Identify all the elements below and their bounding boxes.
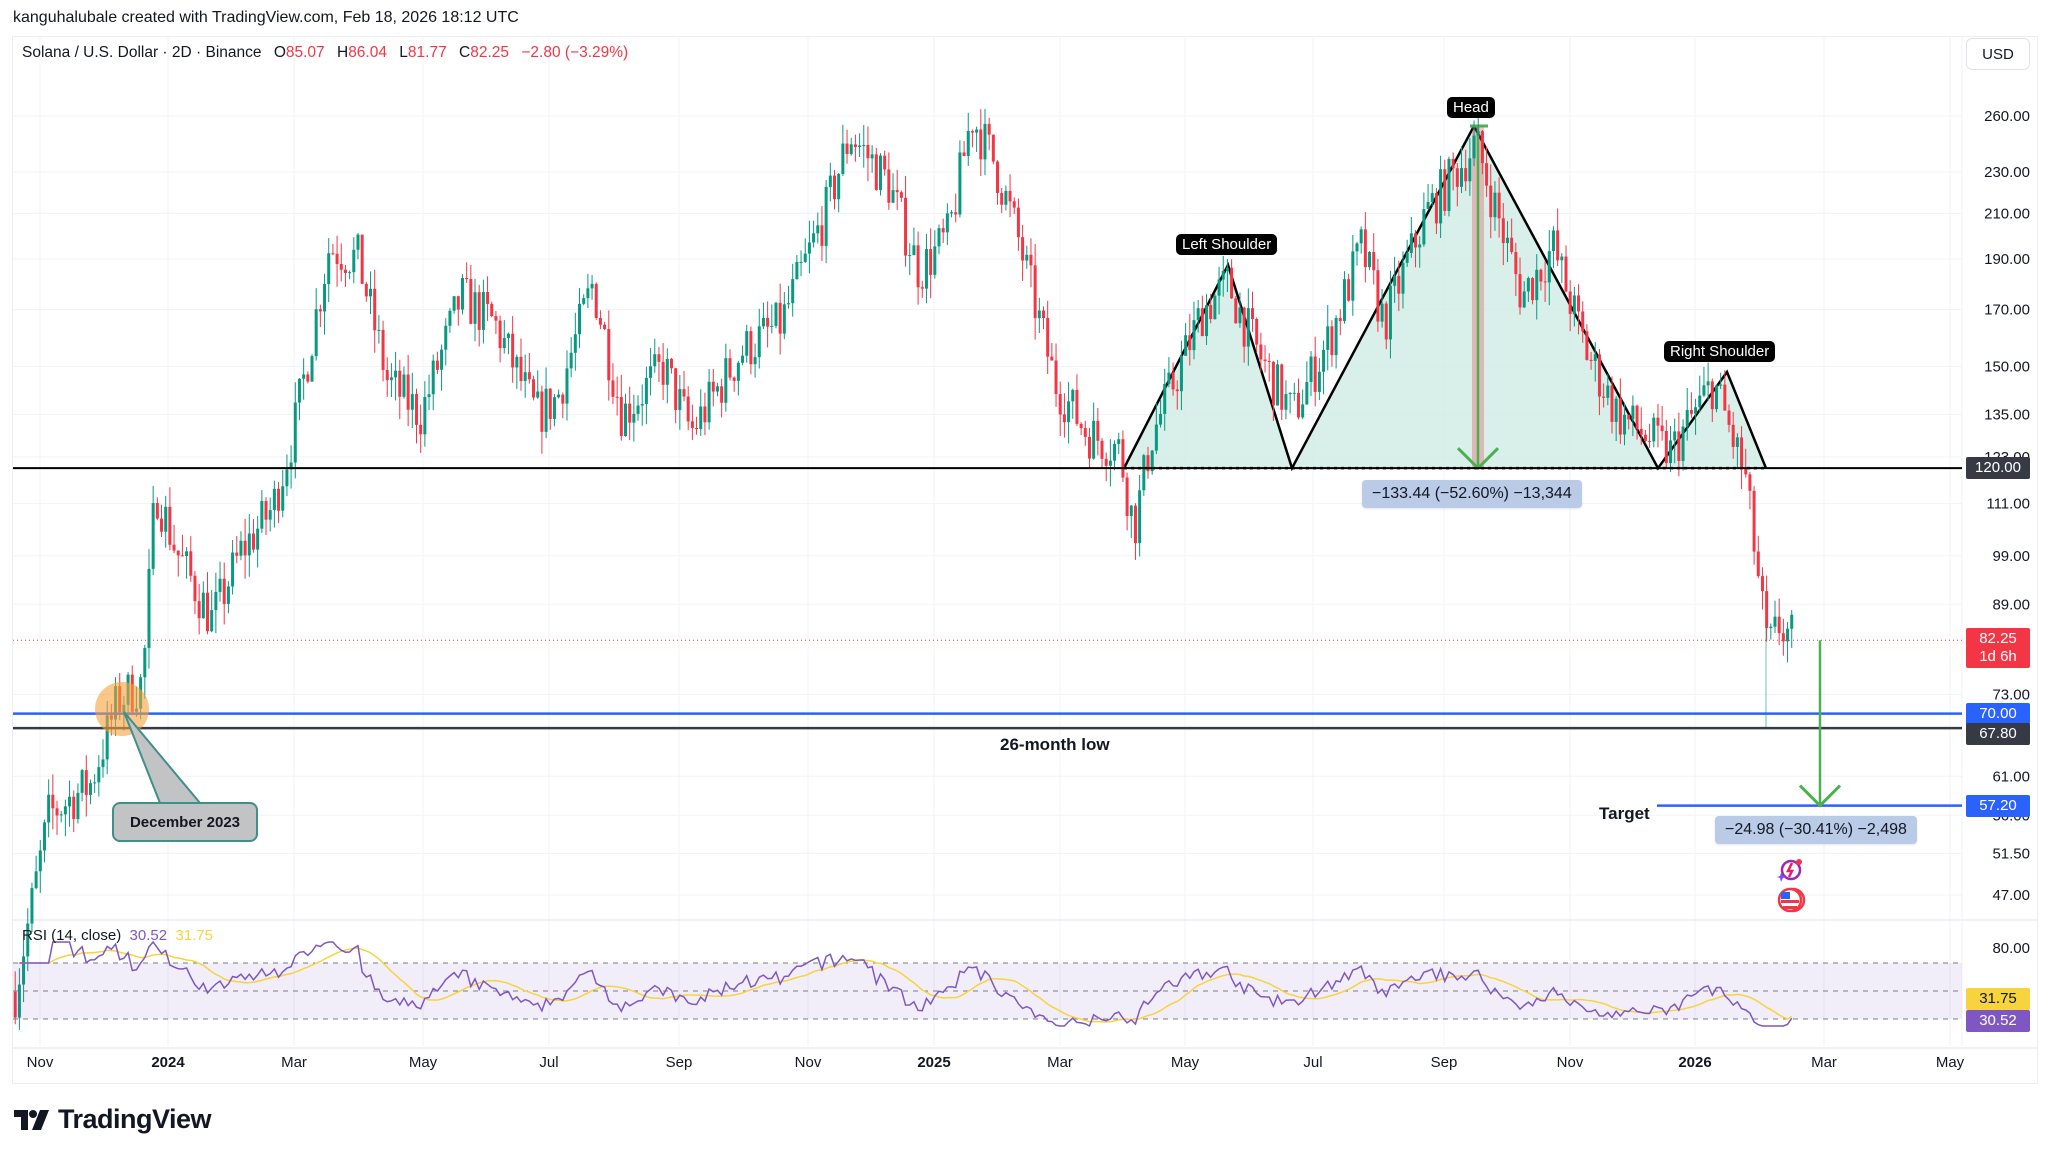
rsi-ma-value: 31.75 xyxy=(175,927,213,944)
time-label: May xyxy=(408,1054,438,1071)
last-price-tag: 82.25 1d 6h xyxy=(1966,628,2030,668)
svg-text:190.00: 190.00 xyxy=(1984,251,2030,268)
change-value: −2.80 (−3.29%) xyxy=(521,44,629,61)
close-value: 82.25 xyxy=(470,44,510,61)
time-label: May xyxy=(1170,1054,1200,1071)
target-price-tag: 57.20 xyxy=(1966,795,2030,817)
time-label: May xyxy=(1935,1054,1965,1071)
symbol-name[interactable]: Solana / U.S. Dollar · 2D · Binance xyxy=(22,44,262,61)
us-economic-event-icon[interactable] xyxy=(1776,886,1806,914)
horizontal-levels[interactable] xyxy=(13,467,1962,807)
low-price-tag: 67.80 xyxy=(1966,723,2030,745)
time-label: Jul xyxy=(1303,1054,1323,1071)
svg-text:135.00: 135.00 xyxy=(1984,407,2030,424)
svg-text:111.00: 111.00 xyxy=(1986,496,2030,513)
time-label: 2024 xyxy=(151,1054,185,1071)
svg-text:47.00: 47.00 xyxy=(1992,887,2030,904)
tradingview-logo: TradingView xyxy=(14,1104,212,1135)
rsi-value: 30.52 xyxy=(129,927,168,944)
svg-text:89.00: 89.00 xyxy=(1992,596,2030,613)
chart-credit: kanguhalubale created with TradingView.c… xyxy=(13,9,519,26)
time-label: Mar xyxy=(1811,1054,1837,1071)
target-measure-label[interactable]: −24.98 (−30.41%) −2,498 xyxy=(1715,816,1917,844)
brand-name: TradingView xyxy=(58,1104,212,1134)
time-label: 2026 xyxy=(1678,1054,1712,1071)
svg-text:61.00: 61.00 xyxy=(1992,768,2030,785)
tradingview-logo-icon xyxy=(14,1109,49,1130)
svg-text:230.00: 230.00 xyxy=(1984,164,2030,181)
open-value: 85.07 xyxy=(285,44,325,61)
target-arrow[interactable] xyxy=(1798,640,1842,808)
left-shoulder-label[interactable]: Left Shoulder xyxy=(1176,234,1278,255)
time-label: Mar xyxy=(1047,1054,1073,1071)
low-value: 81.77 xyxy=(407,44,447,61)
rsi-title[interactable]: RSI (14, close) xyxy=(22,927,122,944)
svg-text:99.00: 99.00 xyxy=(1992,548,2030,565)
support-price-tag: 70.00 xyxy=(1966,703,2030,725)
head-label[interactable]: Head xyxy=(1447,97,1495,118)
bar-countdown: 1d 6h xyxy=(1979,648,2017,665)
rsi-value-tag: 30.52 xyxy=(1966,1010,2030,1032)
currency-button[interactable]: USD xyxy=(1966,38,2030,70)
target-annotation[interactable]: Target xyxy=(1599,804,1650,823)
symbol-legend: Solana / U.S. Dollar · 2D · Binance O85.… xyxy=(22,44,629,61)
time-label: Mar xyxy=(281,1054,307,1071)
svg-text:73.00: 73.00 xyxy=(1992,687,2030,704)
head-measure-label[interactable]: −133.44 (−52.60%) −13,344 xyxy=(1362,480,1582,508)
rsi-ma-tag: 31.75 xyxy=(1966,988,2030,1010)
rsi-pane xyxy=(13,940,1962,1028)
neckline-price-tag: 120.00 xyxy=(1966,457,2030,479)
time-label: Sep xyxy=(1430,1054,1458,1071)
price-axis[interactable]: 260.00 230.00 210.00 190.00 170.00 150.00 135.… xyxy=(1984,108,2030,957)
ideas-lightning-icon[interactable] xyxy=(1775,856,1805,884)
chart-frame xyxy=(12,36,2038,1084)
time-label: Jul xyxy=(539,1054,559,1071)
time-label: Nov xyxy=(794,1054,822,1071)
time-label: Sep xyxy=(665,1054,693,1071)
candles xyxy=(13,108,1794,1030)
time-label: Nov xyxy=(26,1054,54,1071)
rsi-legend: RSI (14, close) 30.52 31.75 xyxy=(22,927,213,944)
svg-text:260.00: 260.00 xyxy=(1984,108,2030,125)
svg-text:150.00: 150.00 xyxy=(1984,359,2030,376)
december-2023-callout[interactable]: December 2023 xyxy=(112,802,258,842)
svg-text:170.00: 170.00 xyxy=(1984,302,2030,319)
right-shoulder-label[interactable]: Right Shoulder xyxy=(1664,341,1776,362)
svg-text:80.00: 80.00 xyxy=(1992,940,2030,957)
time-label: 2025 xyxy=(917,1054,951,1071)
svg-text:210.00: 210.00 xyxy=(1984,205,2030,222)
grid xyxy=(13,36,1962,1046)
svg-text:51.50: 51.50 xyxy=(1992,845,2030,862)
time-label: Nov xyxy=(1556,1054,1584,1071)
high-value: 86.04 xyxy=(348,44,387,61)
december-2023-highlight[interactable] xyxy=(95,682,203,804)
low-annotation[interactable]: 26-month low xyxy=(1000,735,1110,754)
